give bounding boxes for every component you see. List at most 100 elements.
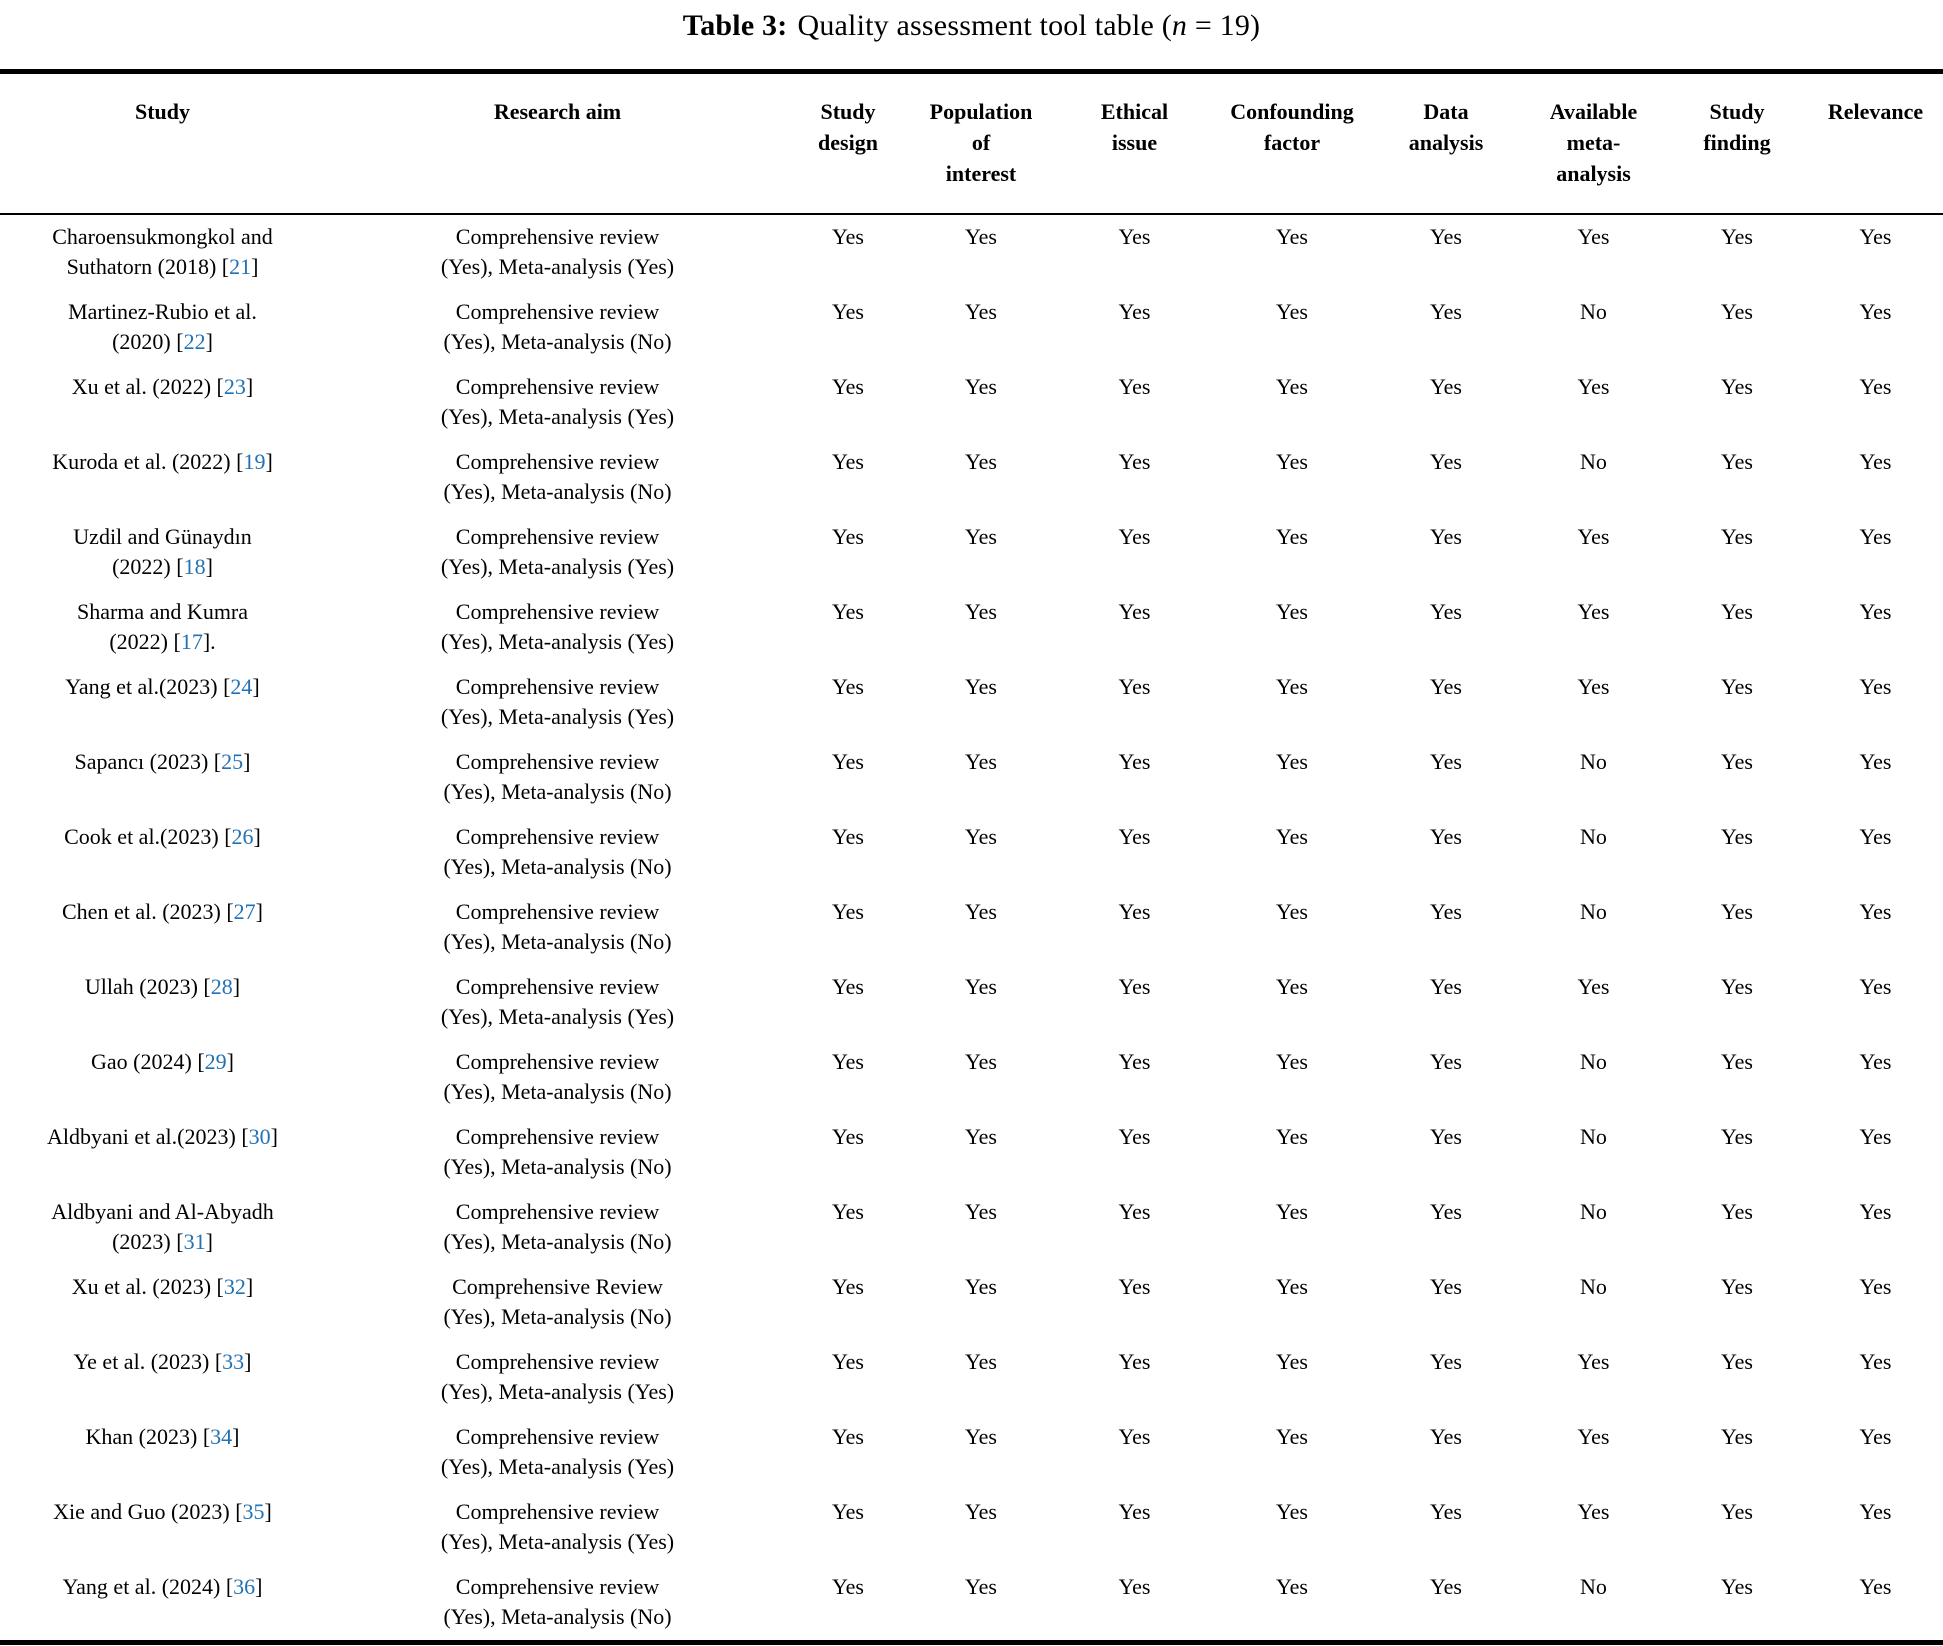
study-row: Xu et al. (2023) [32] Comprehensive Revie… [0, 1265, 1943, 1340]
assessment-value: Yes [1859, 749, 1892, 774]
citation-link[interactable]: 22 [183, 329, 206, 354]
table-caption-text: Quality assessment tool table ( [797, 9, 1172, 42]
research-aim-line: (Yes), Meta-analysis (Yes) [440, 704, 675, 729]
assessment-value: Yes [964, 824, 997, 849]
study-name-text: ] [244, 1349, 252, 1374]
study-name-text: Gao (2024) [ [91, 1049, 205, 1074]
assessment-value: Yes [1275, 1274, 1308, 1299]
study-name-line: Yang et al. (2024) [36] [4, 1572, 321, 1602]
assessment-value: Yes [1118, 599, 1151, 624]
column-header-text: Data [1423, 99, 1469, 124]
research-aim-cell: Comprehensive review (Yes), Meta-analysis… [325, 515, 790, 590]
citation-link[interactable]: 18 [183, 554, 206, 579]
study-cell: Xu et al. (2023) [32] [0, 1265, 325, 1340]
assessment-value: Yes [1720, 1574, 1753, 1599]
citation-link[interactable]: 32 [223, 1274, 246, 1299]
study-name-line: Cook et al.(2023) [26] [4, 822, 321, 852]
citation-link[interactable]: 28 [210, 974, 233, 999]
assessment-value: Yes [1275, 599, 1308, 624]
study-name-text: Ye et al. (2023) [ [73, 1349, 223, 1374]
research-aim-line: (Yes), Meta-analysis (Yes) [440, 1004, 675, 1029]
citation-link[interactable]: 30 [248, 1124, 271, 1149]
assessment-value: Yes [1859, 1199, 1892, 1224]
assessment-value: Yes [964, 374, 997, 399]
study-row: Xie and Guo (2023) [35] Comprehensive rev… [0, 1490, 1943, 1565]
citation-link[interactable]: 17 [180, 629, 203, 654]
citation-link[interactable]: 33 [222, 1349, 245, 1374]
citation-link[interactable]: 24 [230, 674, 253, 699]
assessment-value: Yes [831, 749, 864, 774]
research-aim-line: (Yes), Meta-analysis (No) [443, 779, 672, 804]
assessment-value: Yes [831, 674, 864, 699]
assessment-value: Yes [831, 899, 864, 924]
study-name-line: Martinez-Rubio et al. [68, 299, 257, 324]
assessment-value: Yes [1859, 1274, 1892, 1299]
assessment-value: Yes [1118, 1124, 1151, 1149]
assessment-value: Yes [1118, 1274, 1151, 1299]
citation-link[interactable]: 25 [221, 749, 244, 774]
table-body: Charoensukmongkol and Suthatorn (2018) [2… [0, 214, 1943, 1643]
citation-link[interactable]: 31 [183, 1229, 206, 1254]
assessment-value: Yes [831, 1274, 864, 1299]
research-aim-cell: Comprehensive review (Yes), Meta-analysis… [325, 1115, 790, 1190]
assessment-value: Yes [1275, 299, 1308, 324]
research-aim-line: (Yes), Meta-analysis (No) [443, 479, 672, 504]
citation-link[interactable]: 26 [231, 824, 254, 849]
assessment-value: Yes [1275, 1499, 1308, 1524]
column-header-text: Available [1549, 99, 1638, 124]
study-name-line: Yang et al.(2023) [24] [4, 672, 321, 702]
study-name-text: Cook et al.(2023) [ [64, 824, 232, 849]
column-header-text: Study [134, 99, 191, 124]
research-aim-line: Comprehensive review [455, 1574, 660, 1599]
assessment-value: Yes [1577, 374, 1610, 399]
assessment-value: Yes [1720, 224, 1753, 249]
column-header-text: Study [820, 99, 876, 124]
assessment-value: Yes [1429, 1424, 1462, 1449]
study-name-text: Khan (2023) [ [85, 1424, 211, 1449]
column-header-ethical-issue: Ethical issue [1056, 71, 1213, 215]
assessment-value: Yes [1429, 974, 1462, 999]
assessment-value: No [1580, 1274, 1607, 1299]
citation-link[interactable]: 36 [233, 1574, 256, 1599]
column-header-text: factor [1263, 130, 1321, 155]
assessment-value: Yes [1275, 1349, 1308, 1374]
assessment-value: Yes [1720, 674, 1753, 699]
assessment-value: Yes [1859, 524, 1892, 549]
research-aim-line: (Yes), Meta-analysis (Yes) [440, 1379, 675, 1404]
citation-link[interactable]: 35 [242, 1499, 265, 1524]
study-cell: Aldbyani et al.(2023) [30] [0, 1115, 325, 1190]
citation-link[interactable]: 29 [204, 1049, 227, 1074]
study-cell: Ye et al. (2023) [33] [0, 1340, 325, 1415]
citation-link[interactable]: 21 [229, 254, 252, 279]
study-cell: Yang et al.(2023) [24] [0, 665, 325, 740]
research-aim-line: (Yes), Meta-analysis (No) [443, 1229, 672, 1254]
study-name-line: (2023) [31] [4, 1227, 321, 1257]
column-header-text: Research aim [493, 99, 622, 124]
citation-link[interactable]: 34 [210, 1424, 233, 1449]
citation-link[interactable]: 27 [233, 899, 256, 924]
study-name-text: ] [243, 749, 251, 774]
column-header-data-analysis: Data analysis [1371, 71, 1521, 215]
assessment-value: Yes [1859, 1424, 1892, 1449]
research-aim-line: Comprehensive review [455, 899, 660, 924]
assessment-value: Yes [831, 1424, 864, 1449]
assessment-value: Yes [831, 224, 864, 249]
assessment-value: Yes [964, 1574, 997, 1599]
assessment-value: Yes [1429, 1499, 1462, 1524]
study-name-text: Yang et al. (2024) [ [62, 1574, 234, 1599]
study-name-line: Aldbyani and Al-Abyadh [51, 1199, 274, 1224]
study-name-text: ] [205, 554, 213, 579]
assessment-value: Yes [964, 899, 997, 924]
assessment-value: No [1580, 1199, 1607, 1224]
citation-link[interactable]: 19 [243, 449, 266, 474]
study-row: Gao (2024) [29] Comprehensive review (Yes)… [0, 1040, 1943, 1115]
research-aim-line: (Yes), Meta-analysis (Yes) [440, 254, 675, 279]
assessment-value: Yes [831, 299, 864, 324]
citation-link[interactable]: 23 [223, 374, 246, 399]
study-row: Ullah (2023) [28] Comprehensive review (Ye… [0, 965, 1943, 1040]
research-aim-line: (Yes), Meta-analysis (Yes) [440, 629, 675, 654]
column-header-confounding-factor: Confounding factor [1213, 71, 1371, 215]
assessment-value: Yes [1429, 1124, 1462, 1149]
column-header-text: Ethical [1100, 99, 1169, 124]
study-cell: Uzdil and Günaydın (2022) [18] [0, 515, 325, 590]
